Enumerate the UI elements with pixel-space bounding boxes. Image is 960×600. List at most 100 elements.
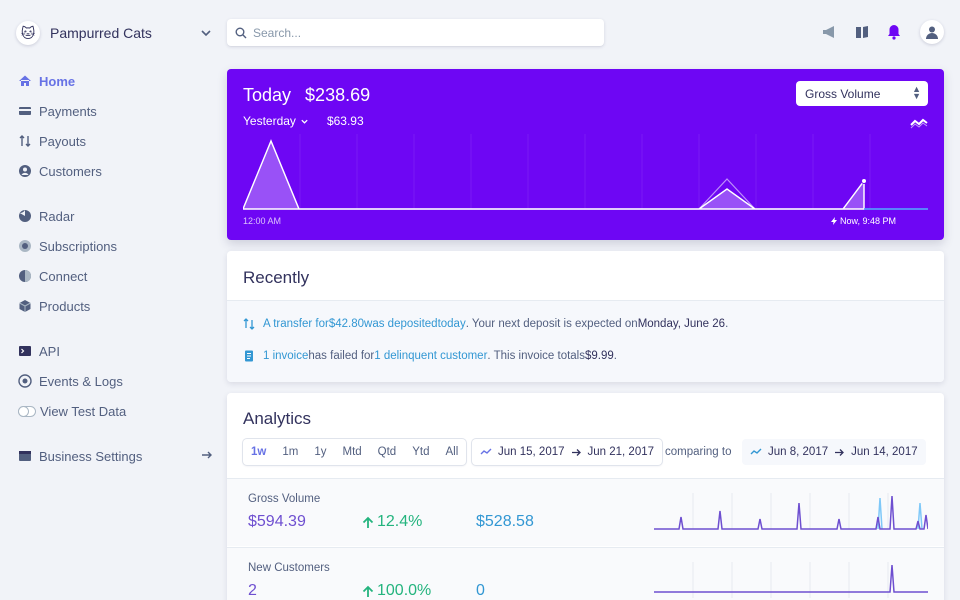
transfer-next-text: . Your next deposit is expected on	[465, 318, 638, 330]
toggle-switch[interactable]	[18, 404, 36, 418]
invoice-icon	[245, 350, 253, 362]
sidebar-item-subscriptions[interactable]: Subscriptions	[18, 236, 213, 256]
products-icon	[18, 299, 32, 313]
range-selector: 1w 1m 1y Mtd Qtd Ytd All	[243, 439, 467, 465]
sidebar-item-label: Payouts	[39, 133, 86, 149]
chart-now-label-wrap: Now, 9:48 PM	[831, 216, 896, 226]
sidebar-item-radar[interactable]: Radar	[18, 206, 213, 226]
arrow-right-icon	[571, 448, 581, 456]
invoice-link[interactable]: 1 invoice	[263, 350, 309, 362]
trend-line-icon[interactable]	[910, 117, 928, 129]
today-area	[243, 139, 865, 210]
sidebar-item-connect[interactable]: Connect	[18, 266, 213, 286]
metric-label: New Customers	[248, 562, 330, 574]
date-range-picker[interactable]: Jun 15, 2017 Jun 21, 2017	[472, 439, 663, 465]
yesterday-dropdown[interactable]: Yesterday	[243, 114, 309, 128]
sidebar: 🐱 Pampurred Cats Home Payments Payouts C…	[0, 0, 227, 600]
announcements-button[interactable]	[820, 22, 840, 42]
metric-change: 12.4%	[362, 513, 422, 531]
range-1m[interactable]: 1m	[282, 446, 299, 458]
metric-change-value: 12.4%	[377, 513, 423, 530]
sidebar-item-payouts[interactable]: Payouts	[18, 131, 213, 151]
account-switcher[interactable]: 🐱 Pampurred Cats	[16, 20, 212, 46]
metric-select[interactable]: Gross Volume ▲ ▼	[796, 81, 928, 106]
range-1y[interactable]: 1y	[314, 446, 327, 458]
lightning-icon	[831, 217, 837, 225]
sidebar-item-label: Connect	[39, 268, 88, 284]
range-mtd[interactable]: Mtd	[342, 446, 362, 458]
delinquent-customer-link[interactable]: 1 delinquent customer	[374, 350, 488, 362]
gross-volume-sparkline	[654, 493, 928, 530]
metric-value: $594.39	[248, 513, 306, 530]
sidebar-item-products[interactable]: Products	[18, 296, 213, 316]
chevron-down-icon	[201, 30, 211, 37]
recently-card: Recently A transfer for $42.80 was depos…	[227, 251, 944, 382]
range-all[interactable]: All	[445, 446, 459, 458]
sidebar-item-label: Payments	[39, 103, 97, 119]
range-1w[interactable]: 1w	[251, 446, 267, 458]
sidebar-item-label: Events & Logs	[39, 373, 123, 389]
invoice-failed-text: has failed for	[308, 350, 375, 362]
metric-previous: 0	[476, 582, 485, 599]
user-avatar-icon	[926, 26, 938, 39]
new-customers-sparkline	[654, 562, 928, 598]
range-ytd[interactable]: Ytd	[412, 446, 430, 458]
transfer-text-link[interactable]: A transfer for	[263, 318, 329, 330]
today-card: Today $238.69 Yesterday $63.93 Gross Vol…	[227, 69, 944, 240]
transfer-deposited-link[interactable]: was deposited	[364, 318, 438, 330]
connect-icon	[18, 269, 32, 283]
compare-from: Jun 8, 2017	[768, 446, 829, 458]
metric-value: 2	[248, 582, 257, 599]
trend-line-icon	[750, 448, 762, 455]
analytics-card: Analytics 1w 1m 1y Mtd Qtd Ytd All Jun 1…	[227, 393, 944, 600]
megaphone-icon	[823, 26, 834, 38]
sidebar-item-business-settings[interactable]: Business Settings	[18, 446, 213, 466]
today-label: Today	[243, 85, 292, 105]
sidebar-item-events-logs[interactable]: Events & Logs	[18, 371, 213, 391]
bell-icon	[888, 25, 900, 40]
range-qtd[interactable]: Qtd	[377, 446, 397, 458]
next-deposit-date: Monday, June 26	[637, 318, 726, 330]
transfer-today-link[interactable]: today	[437, 318, 466, 330]
search-input[interactable]	[253, 25, 583, 40]
events-icon	[18, 374, 32, 388]
toggle-icon	[18, 405, 36, 417]
docs-button[interactable]	[852, 22, 872, 42]
payouts-icon	[18, 134, 32, 148]
cat-logo-icon: 🐱	[16, 21, 40, 45]
arrow-right-icon	[835, 448, 845, 456]
sidebar-item-customers[interactable]: Customers	[18, 161, 213, 181]
trend-line-icon	[480, 448, 492, 455]
now-point	[861, 178, 867, 184]
arrow-up-icon	[362, 585, 374, 597]
compare-to: Jun 14, 2017	[851, 446, 918, 458]
account-name: Pampurred Cats	[50, 25, 152, 41]
notifications-button[interactable]	[884, 22, 904, 42]
metric-select-value: Gross Volume	[805, 86, 881, 101]
transfer-notice: A transfer for $42.80 was deposited toda…	[243, 318, 728, 330]
metric-row-gross-volume[interactable]: Gross Volume $594.39 12.4% $528.58	[227, 478, 944, 546]
metric-change: 100.0%	[362, 582, 431, 600]
sidebar-item-test-data[interactable]: View Test Data	[18, 401, 213, 421]
home-icon	[18, 74, 32, 88]
sidebar-item-label: API	[39, 343, 60, 359]
search-box[interactable]	[227, 19, 604, 46]
comparing-label: comparing to	[665, 446, 732, 458]
today-comparison: Yesterday $63.93	[243, 114, 364, 128]
sidebar-item-home[interactable]: Home	[18, 71, 213, 91]
sidebar-item-label: Products	[39, 298, 91, 314]
sidebar-item-api[interactable]: API	[18, 341, 213, 361]
sidebar-item-label: View Test Data	[40, 403, 127, 419]
yesterday-amount: $63.93	[326, 114, 364, 128]
search-icon	[235, 27, 247, 38]
transfer-amount-link[interactable]: $42.80	[328, 318, 365, 330]
metric-previous: $528.58	[476, 513, 534, 530]
sidebar-item-payments[interactable]: Payments	[18, 101, 213, 121]
metric-row-new-customers[interactable]: New Customers 2 100.0% 0	[227, 547, 944, 600]
updown-chevron-icon: ▲ ▼	[912, 84, 921, 101]
user-menu-button[interactable]	[920, 20, 944, 44]
metric-change-value: 100.0%	[377, 582, 432, 599]
sidebar-item-label: Business Settings	[39, 448, 143, 464]
transfer-arrows-icon	[243, 318, 255, 330]
compare-range-picker[interactable]: Jun 8, 2017 Jun 14, 2017	[742, 439, 926, 465]
